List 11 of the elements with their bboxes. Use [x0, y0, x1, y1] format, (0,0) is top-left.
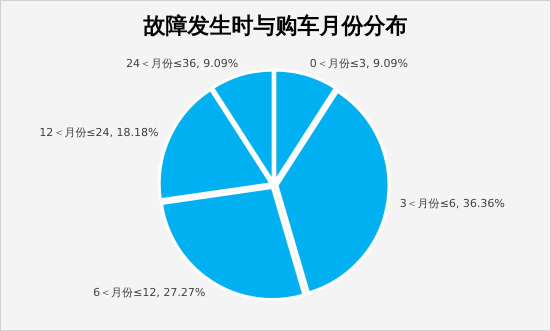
data-label: , 18.18% [110, 126, 158, 140]
slice-label: 6＜月份≤12 [93, 286, 156, 299]
data-label: , 27.27% [156, 286, 206, 299]
data-label: , 9.09% [366, 57, 408, 70]
slice-label: 12＜月份≤24 [39, 126, 110, 140]
data-label: , 36.36% [456, 197, 505, 210]
slice-label: 3＜月份≤6 [400, 197, 456, 210]
chart-title: 故障发生时与购车月份分布 [142, 13, 408, 39]
slice-label: 24＜月份≤36 [126, 57, 196, 70]
data-label: , 9.09% [196, 57, 238, 70]
slice-label: 0＜月份≤3 [310, 57, 366, 70]
